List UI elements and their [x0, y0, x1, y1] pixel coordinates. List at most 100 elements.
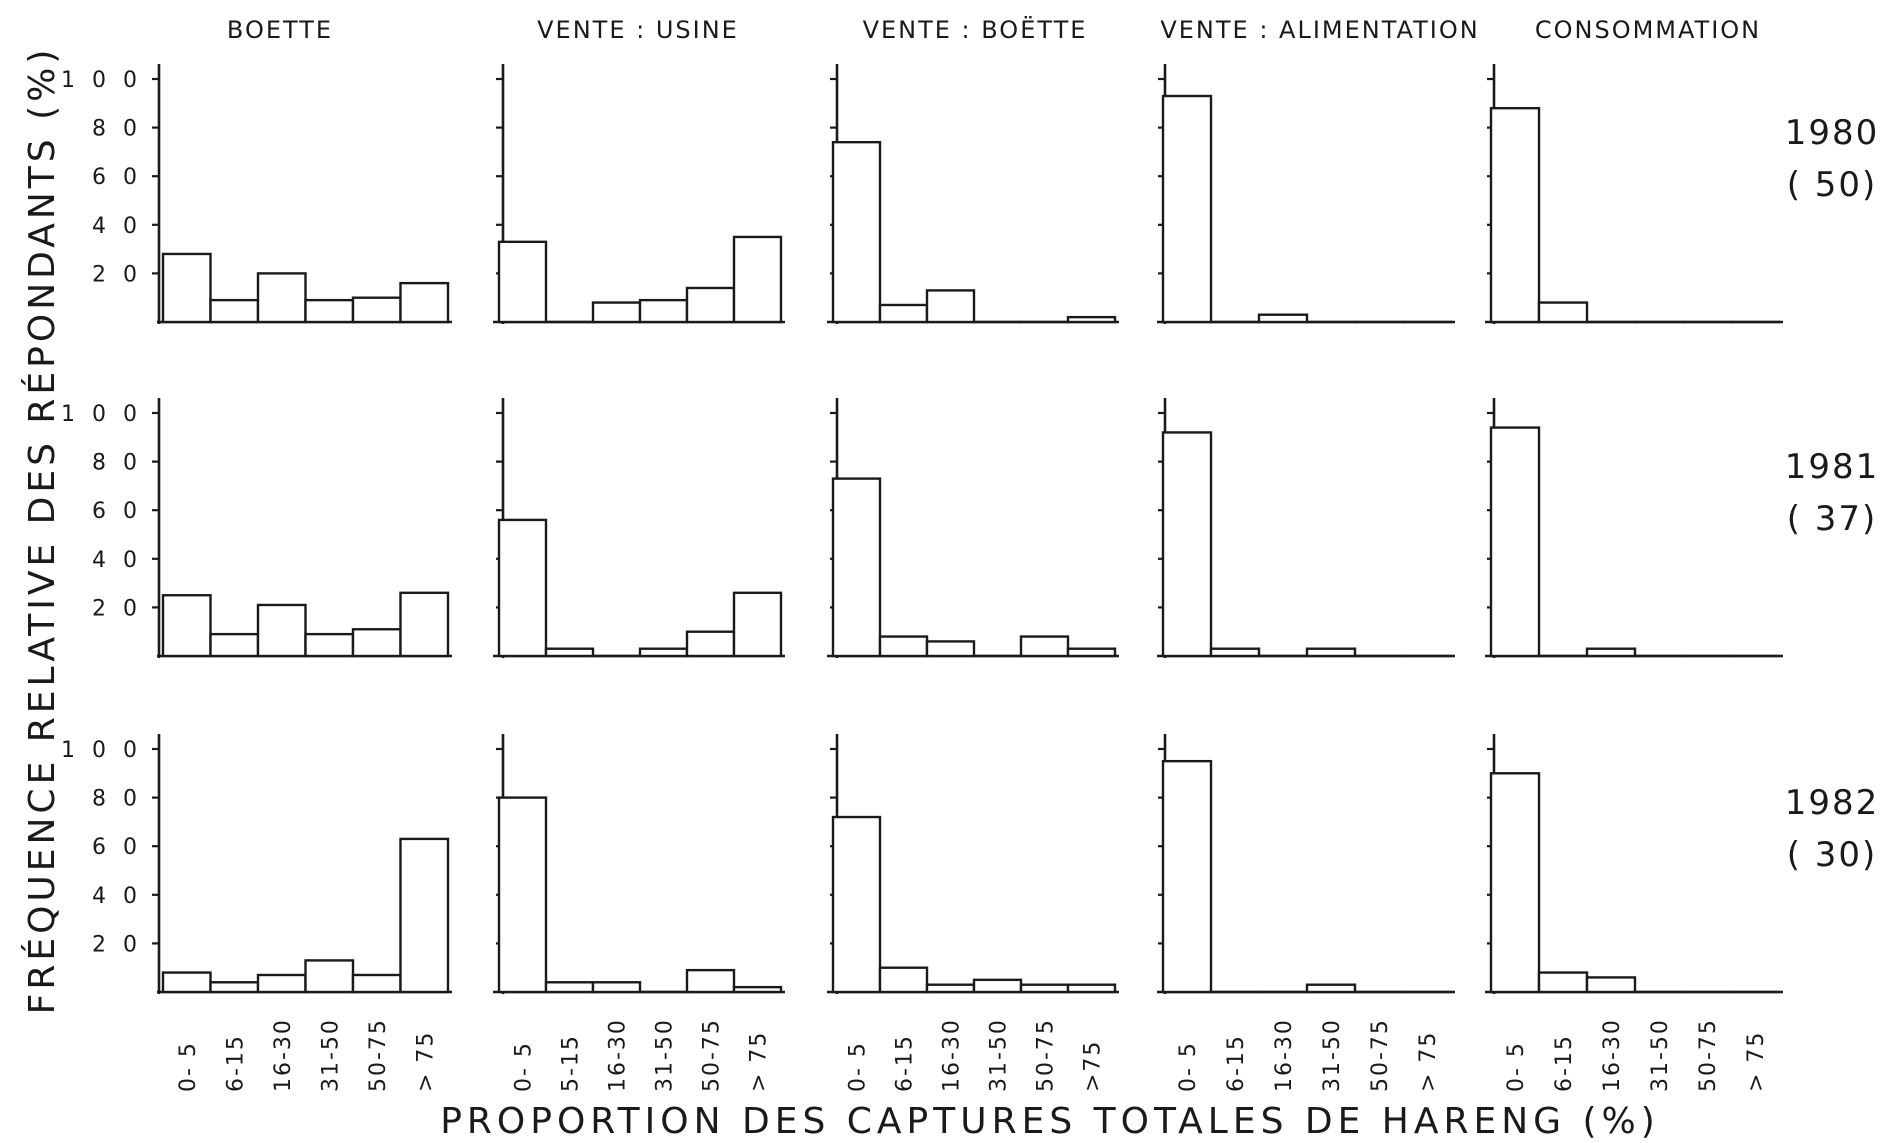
panel-1981-col-4	[1157, 398, 1455, 658]
x-tick-label: 50-75	[1368, 1018, 1393, 1092]
x-tick-label: 50-75	[700, 1018, 725, 1092]
row-1981: 2 0 4 0 6 0 8 0 1 0 0	[61, 398, 1783, 658]
bar-1981-5-0- 5	[1489, 426, 1541, 658]
column-heading: VENTE : USINE	[537, 16, 739, 44]
bar-1981-3-0- 5	[831, 477, 882, 658]
panel-1982-col-4	[1157, 734, 1455, 994]
x-tick-label: 6-15	[1552, 1034, 1577, 1092]
x-tick-label: >75	[1081, 1040, 1106, 1092]
bar-1981-2-5-15	[544, 647, 595, 658]
bar-1982-1-6-15	[209, 981, 260, 994]
y-tick-label: 1 0 0	[61, 402, 142, 427]
bar-1982-3-6-15	[878, 966, 929, 994]
bar-1980-3->75	[1066, 315, 1117, 324]
bar-1981-4-6-15	[1209, 647, 1261, 658]
bar-1982-5-6-15	[1537, 971, 1589, 994]
bar-1982-2-16-30	[591, 981, 642, 994]
y-tick-label: 8 0	[92, 787, 142, 812]
bar-1980-1-6-15	[209, 298, 260, 324]
panel-1982-col-2	[493, 734, 785, 994]
bar-1982-3-16-30	[925, 983, 976, 994]
bar-1982-3-50-75	[1019, 983, 1070, 994]
panel-1980-col-4	[1157, 64, 1455, 324]
panel-1981-col-1	[152, 398, 452, 658]
bar-1980-2-16-30	[591, 301, 642, 324]
bar-1981-1-50-75	[351, 628, 402, 658]
panels-layer: 2 0 4 0 6 0 8 0 1 0 0 2 0 4 0 6 0 8 0 1 0 0 2 0 4 0…	[61, 64, 1783, 994]
bar-1980-1-31-50	[304, 298, 355, 324]
column-heading: VENTE : ALIMENTATION	[1160, 16, 1479, 44]
bar-1982-4-31-50	[1305, 983, 1357, 994]
row-1980: 2 0 4 0 6 0 8 0 1 0 0	[61, 64, 1783, 324]
bar-1980-3-16-30	[925, 289, 976, 324]
panel-1981-col-5	[1485, 398, 1783, 658]
x-tick-label: 16-30	[1600, 1018, 1625, 1092]
bar-1982-3-0- 5	[831, 815, 882, 994]
bar-1981-3->75	[1066, 647, 1117, 658]
bar-1981-1-31-50	[304, 632, 355, 658]
bar-1982-5-16-30	[1585, 976, 1637, 994]
bar-1981-3-50-75	[1019, 635, 1070, 658]
y-tick-label: 6 0	[92, 499, 142, 524]
bar-1981-2-31-50	[638, 647, 689, 658]
bar-1981-4-31-50	[1305, 647, 1357, 658]
x-tick-label: 31-50	[318, 1018, 343, 1092]
x-tick-label: 6-15	[223, 1034, 248, 1092]
column-heading: CONSOMMATION	[1535, 16, 1761, 44]
panel-1980-col-1	[152, 64, 452, 324]
bar-1980-2-31-50	[638, 298, 689, 324]
bar-1982-1-> 75	[399, 837, 450, 994]
panel-1980-col-2	[493, 64, 785, 324]
panel-1982-col-1	[152, 734, 452, 994]
bar-1981-4-0- 5	[1161, 431, 1213, 658]
x-tick-label: > 75	[1416, 1031, 1441, 1092]
y-tick-label: 1 0 0	[61, 738, 142, 763]
y-tick-label: 4 0	[92, 884, 142, 909]
bar-1980-1-0- 5	[161, 252, 212, 324]
x-tick-label: 31-50	[1648, 1018, 1673, 1092]
x-tick-label: 50-75	[1034, 1018, 1059, 1092]
bar-1982-2-> 75	[732, 985, 783, 994]
row-year-label: 1981	[1785, 447, 1880, 487]
row-count-label: ( 50)	[1787, 165, 1878, 205]
y-tick-label: 4 0	[92, 214, 142, 239]
row-year-label: 1980	[1785, 113, 1880, 153]
bar-1981-1-> 75	[399, 591, 450, 658]
x-tick-label: 0- 5	[1504, 1041, 1529, 1092]
y-tick-label: 8 0	[92, 117, 142, 142]
bar-1981-2-50-75	[685, 630, 736, 658]
y-tick-label: 4 0	[92, 548, 142, 573]
x-tick-label: 0- 5	[1176, 1041, 1201, 1092]
panel-1981-col-2	[493, 398, 785, 658]
bar-1980-1-> 75	[399, 281, 450, 324]
bar-1980-4-0- 5	[1161, 94, 1213, 324]
bar-1981-3-6-15	[878, 635, 929, 658]
bar-1981-1-6-15	[209, 632, 260, 658]
x-tick-label: 0- 5	[512, 1041, 537, 1092]
bar-1980-2-> 75	[732, 235, 783, 324]
bar-1980-4-16-30	[1257, 313, 1309, 324]
bar-1982-5-0- 5	[1489, 772, 1541, 994]
y-tick-label: 8 0	[92, 451, 142, 476]
x-tick-label: 0- 5	[176, 1041, 201, 1092]
bar-1980-1-16-30	[256, 272, 307, 324]
bar-1982-1-0- 5	[161, 971, 212, 994]
bar-1981-5-16-30	[1585, 647, 1637, 658]
bar-1981-1-16-30	[256, 603, 307, 658]
bar-1982-1-31-50	[304, 959, 355, 994]
column-heading: BOETTE	[227, 16, 333, 44]
x-tick-label: 31-50	[987, 1018, 1012, 1092]
bar-1982-2-5-15	[544, 981, 595, 994]
labels-layer: 1980 ( 50) 1981 ( 37) 1982 ( 30) BOETTE VENTE :…	[21, 15, 1880, 1142]
x-tick-label: 16-30	[1272, 1018, 1297, 1092]
x-tick-label: > 75	[747, 1031, 772, 1092]
column-heading: VENTE : BOËTTE	[863, 15, 1088, 44]
x-tick-label: 6-15	[1224, 1034, 1249, 1092]
x-tick-label: 16-30	[271, 1018, 296, 1092]
bar-1982-1-16-30	[256, 973, 307, 994]
row-1982: 2 0 4 0 6 0 8 0 1 0 0	[61, 734, 1783, 994]
bar-1980-3-0- 5	[831, 140, 882, 324]
panel-1980-col-3	[827, 64, 1119, 324]
bar-1981-2-0- 5	[497, 518, 548, 658]
